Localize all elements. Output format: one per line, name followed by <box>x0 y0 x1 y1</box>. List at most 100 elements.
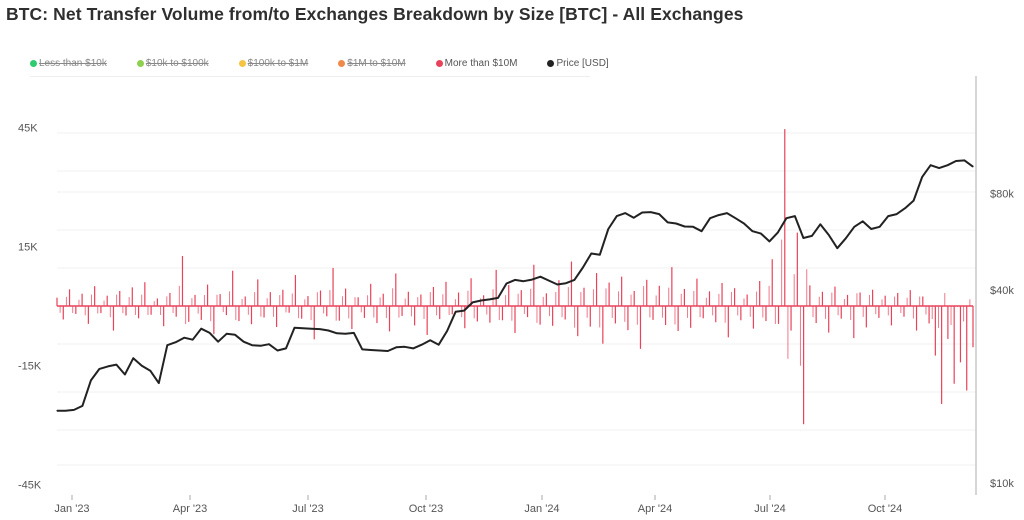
net-flow-bar <box>222 306 224 313</box>
net-flow-bar <box>812 306 814 318</box>
net-flow-bar <box>241 298 243 306</box>
net-flow-bar <box>367 295 369 306</box>
net-flow-bar <box>627 306 629 331</box>
net-flow-bar <box>473 306 475 319</box>
price-point <box>438 344 440 346</box>
net-flow-bar <box>947 306 949 339</box>
net-flow-bar <box>894 296 896 306</box>
price-point <box>98 368 101 370</box>
net-flow-bar <box>254 292 256 306</box>
net-flow-bar <box>828 306 830 333</box>
net-flow-bar <box>749 306 751 317</box>
price-point <box>234 334 236 336</box>
net-flow-bar <box>194 294 196 306</box>
net-flow-bar <box>106 295 108 306</box>
net-flow-bar <box>708 291 711 306</box>
price-point <box>675 222 677 225</box>
net-flow-bar <box>498 306 500 321</box>
price-point <box>819 223 821 225</box>
net-flow-bar <box>357 297 359 306</box>
price-point <box>921 176 923 178</box>
x-tick-label: Jul '24 <box>754 503 785 515</box>
net-flow-bar <box>605 288 607 306</box>
price-point <box>514 279 516 281</box>
net-flow-bar <box>941 306 943 404</box>
net-flow-bar <box>401 306 403 316</box>
net-flow-bar <box>301 306 303 319</box>
net-flow-bar <box>260 306 262 317</box>
net-flow-bar <box>523 306 525 314</box>
price-point <box>862 220 864 222</box>
net-flow-bar <box>624 306 626 322</box>
net-flow-bar <box>733 288 736 306</box>
net-flow-bar <box>680 293 682 306</box>
price-point <box>64 410 67 412</box>
legend-item-100k-to-1m[interactable]: $100k to $1M <box>238 58 308 69</box>
net-flow-bar <box>448 306 450 315</box>
net-flow-bar <box>486 306 488 315</box>
price-point <box>896 213 898 215</box>
net-flow-bar <box>91 294 93 306</box>
net-flow-bar <box>806 269 808 306</box>
net-flow-bar <box>238 306 240 322</box>
legend-item-less-than-10k[interactable]: Less than $10k <box>30 58 107 69</box>
price-point <box>667 221 669 224</box>
price-point <box>616 215 618 217</box>
net-flow-bar <box>583 287 585 306</box>
net-flow-bar <box>188 306 190 322</box>
net-flow-bar <box>934 306 936 356</box>
price-point <box>446 330 448 332</box>
legend-item-1m-to-10m[interactable]: $1M to $10M <box>338 58 406 69</box>
net-flow-bar <box>825 306 827 319</box>
price-point <box>599 254 601 256</box>
net-flow-bar <box>643 286 645 306</box>
net-flow-bar <box>501 306 504 321</box>
net-flow-bar <box>759 281 761 306</box>
net-flow-bar <box>608 282 610 306</box>
net-flow-bar <box>618 291 620 306</box>
legend-item-10k-to-100k[interactable]: $10k to $100k <box>136 58 209 69</box>
net-flow-bar <box>332 267 334 306</box>
net-flow-bar <box>232 270 234 306</box>
net-flow-bar <box>928 306 930 324</box>
net-flow-bar <box>410 306 412 317</box>
price-point <box>242 341 245 343</box>
price-point <box>811 235 813 237</box>
net-flow-bar <box>373 306 375 318</box>
net-flow-bar <box>508 284 510 306</box>
legend-item-price[interactable]: Price [USD] <box>547 58 609 69</box>
net-flow-bar <box>690 306 692 328</box>
net-flow-bar <box>743 298 745 306</box>
net-flow-bar <box>712 306 714 316</box>
net-flow-bar <box>552 306 554 326</box>
net-flow-bar <box>360 306 362 313</box>
price-point <box>794 215 796 217</box>
price-point <box>734 217 737 219</box>
net-flow-bar <box>592 289 594 306</box>
net-flow-bar <box>919 296 921 306</box>
net-flow-bar <box>611 306 613 318</box>
net-flow-bar <box>652 306 654 320</box>
net-flow-bar <box>787 306 789 359</box>
net-flow-bar <box>247 306 249 315</box>
y-right-tick-label: $80k <box>990 189 1014 201</box>
net-flow-bar <box>633 290 635 306</box>
net-flow-bar <box>275 306 278 328</box>
net-flow-bar <box>853 306 855 339</box>
price-line <box>57 159 974 412</box>
net-flow-bar <box>445 281 447 306</box>
net-flow-bar <box>727 306 729 338</box>
net-flow-bar <box>464 306 466 329</box>
x-tick-label: Jul '23 <box>292 503 323 515</box>
price-point <box>158 382 160 384</box>
net-flow-bar <box>172 306 174 314</box>
legend-item-more-than-10m[interactable]: More than $10M <box>435 58 517 69</box>
net-flow-bar <box>65 296 67 306</box>
net-flow-bar <box>59 306 61 313</box>
net-flow-bar <box>586 306 588 318</box>
price-point <box>56 410 58 412</box>
price-point <box>344 333 346 335</box>
net-flow-bar <box>953 306 955 384</box>
price-point <box>90 379 92 381</box>
